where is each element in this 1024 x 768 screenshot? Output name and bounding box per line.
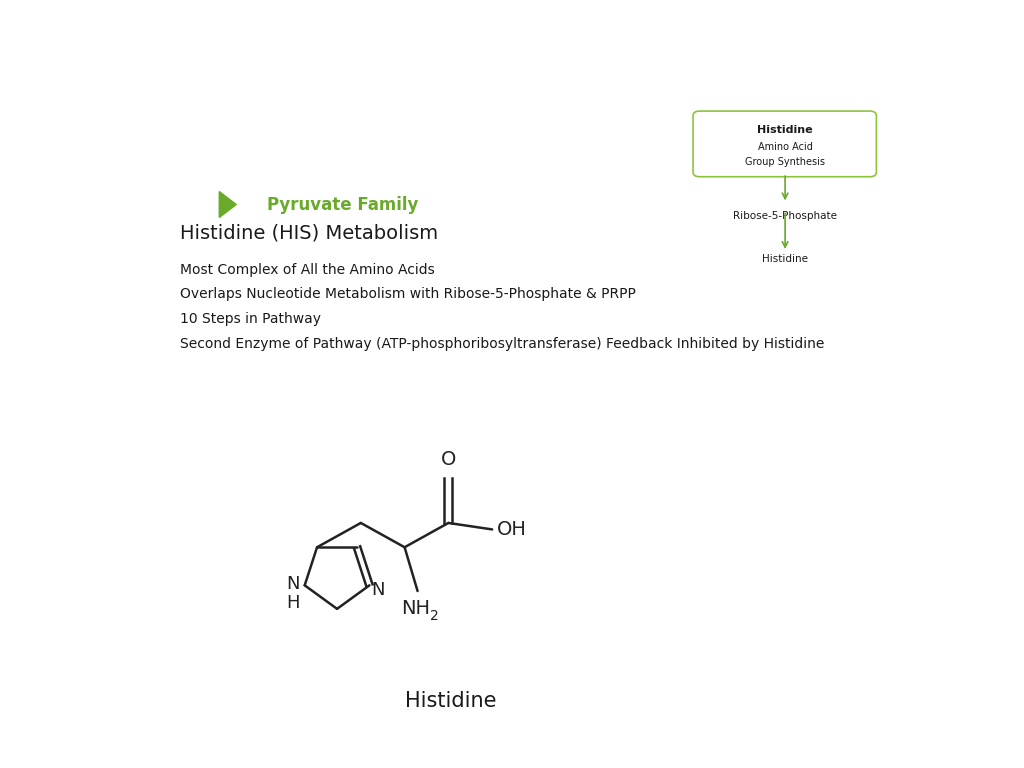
Text: 2: 2 [430,609,439,623]
Text: Histidine: Histidine [758,125,813,135]
Text: Overlaps Nucleotide Metabolism with Ribose-5-Phosphate & PRPP: Overlaps Nucleotide Metabolism with Ribo… [179,287,636,301]
Text: N: N [287,574,300,593]
Text: Amino Acid: Amino Acid [758,142,812,152]
Text: H: H [287,594,300,612]
Text: OH: OH [497,520,527,539]
Polygon shape [219,191,237,217]
Text: Pyruvate Family: Pyruvate Family [267,196,418,214]
Text: Histidine: Histidine [404,691,497,711]
Text: Group Synthesis: Group Synthesis [745,157,825,167]
Text: Histidine: Histidine [762,254,808,264]
Text: Second Enzyme of Pathway (ATP-phosphoribosyltransferase) Feedback Inhibited by H: Second Enzyme of Pathway (ATP-phosphorib… [179,337,824,351]
Text: NH: NH [401,599,430,618]
Text: O: O [440,451,456,469]
Text: Most Complex of All the Amino Acids: Most Complex of All the Amino Acids [179,263,434,276]
Text: Ribose-5-Phosphate: Ribose-5-Phosphate [733,211,837,221]
Text: 10 Steps in Pathway: 10 Steps in Pathway [179,313,321,326]
Text: N: N [371,581,384,599]
Text: Histidine (HIS) Metabolism: Histidine (HIS) Metabolism [179,223,437,243]
FancyBboxPatch shape [693,111,877,177]
